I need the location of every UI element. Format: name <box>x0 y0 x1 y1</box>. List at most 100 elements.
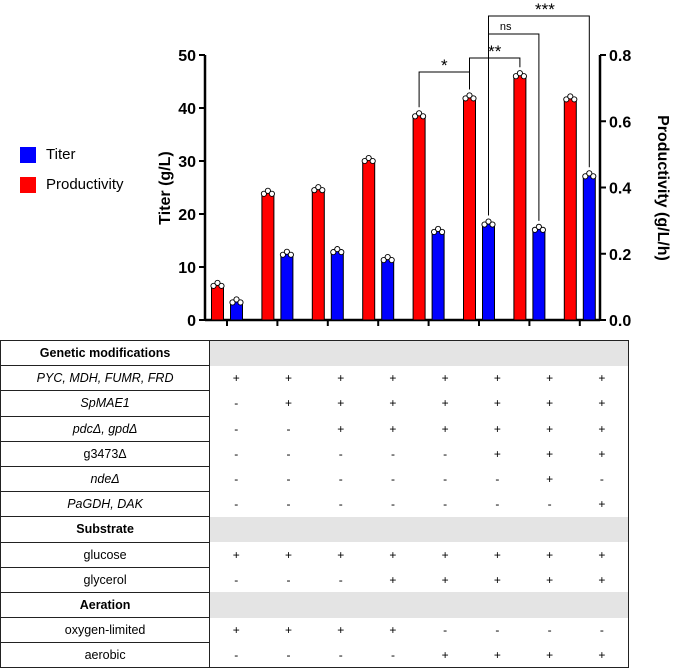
data-point <box>268 190 275 197</box>
table-cell: + <box>337 421 345 436</box>
table-cell: + <box>493 572 501 587</box>
section-fill <box>209 516 629 542</box>
y-tick-label-right: 0.2 <box>609 247 631 264</box>
table-cell: - <box>443 497 448 512</box>
table-cell: + <box>232 623 240 638</box>
table-cell: - <box>286 497 291 512</box>
significance-bracket <box>488 15 590 216</box>
table-cell: - <box>314 642 367 669</box>
data-point <box>539 226 546 233</box>
table-row: aerobic - - - - + + + + <box>0 642 629 669</box>
table-cell: - <box>390 472 395 487</box>
data-point <box>466 92 473 99</box>
bar-titer <box>330 250 344 321</box>
data-point <box>439 228 446 236</box>
data-point <box>531 226 538 233</box>
table-cell: + <box>441 396 449 411</box>
data-point <box>586 170 593 177</box>
bar-titer <box>582 174 596 321</box>
table-cell: + <box>389 572 397 587</box>
table-cell: + <box>232 547 240 562</box>
table-cell: - <box>443 446 448 461</box>
table-cell: + <box>493 396 501 411</box>
table-cell: + <box>493 371 501 386</box>
data-point <box>279 251 286 258</box>
table-cell: - <box>547 623 552 638</box>
y-axis-title-left: Titer (g/L) <box>157 151 174 224</box>
data-point <box>388 256 395 264</box>
y-tick-label-right: 0.8 <box>609 48 631 65</box>
bar-titer <box>381 258 395 321</box>
section-fill <box>209 339 629 366</box>
table-cell: + <box>441 547 449 562</box>
data-point <box>361 157 368 165</box>
row-label: pdcΔ, gpdΔ <box>0 415 211 442</box>
data-point <box>330 249 337 256</box>
table-cell: + <box>284 371 292 386</box>
bar-productivity <box>463 96 476 321</box>
section-fill <box>209 592 629 618</box>
data-point <box>516 70 523 77</box>
bar-productivity <box>362 159 376 321</box>
table-cell: + <box>232 371 240 386</box>
data-point <box>420 113 427 120</box>
section-row: Genetic modifications <box>0 339 629 367</box>
data-point <box>485 218 492 225</box>
table-cell: + <box>337 371 345 386</box>
data-point <box>384 253 391 261</box>
row-label: PaGDH, DAK <box>0 491 211 518</box>
table-cell: + <box>523 642 576 669</box>
data-point <box>489 221 496 228</box>
data-point <box>462 95 469 102</box>
table-cell: - <box>286 472 291 487</box>
table-cell: - <box>234 497 239 512</box>
table-cell: + <box>546 446 554 461</box>
table-cell: - <box>495 472 500 487</box>
table-cell: - <box>390 497 395 512</box>
legend-swatch-titer <box>20 146 36 163</box>
data-point <box>218 282 225 289</box>
table-cell: + <box>441 421 449 436</box>
table-cell: + <box>419 642 472 669</box>
table-cell: + <box>575 542 629 568</box>
bar-titer <box>532 228 546 321</box>
data-point <box>535 223 542 230</box>
significance-label: * <box>441 56 448 75</box>
table-cell: - <box>366 642 420 669</box>
table-row: glycerol - - - + + + + + <box>0 566 629 593</box>
bar-productivity <box>261 192 275 321</box>
data-point <box>416 110 423 117</box>
table-cell: + <box>337 547 345 562</box>
data-point <box>338 249 345 256</box>
bar-titer <box>431 230 445 321</box>
data-point <box>214 279 221 286</box>
section-header: Substrate <box>0 516 211 543</box>
data-point <box>567 93 574 100</box>
table-row: PaGDH, DAK - - - - - - - + <box>0 491 629 518</box>
table-cell: - <box>234 446 239 461</box>
table-cell: - <box>234 421 239 436</box>
y-tick-label-left: 40 <box>178 101 196 118</box>
table-cell: + <box>284 396 292 411</box>
table-cell: + <box>546 547 554 562</box>
section-row: Substrate <box>0 516 629 543</box>
y-axis-title-right: Productivity (g/L/h) <box>654 115 671 261</box>
data-point <box>283 248 290 255</box>
table-cell: - <box>286 572 291 587</box>
table-cell: - <box>286 446 291 461</box>
table-cell: - <box>547 497 552 512</box>
section-header: Genetic modifications <box>0 339 211 367</box>
y-tick-label-left: 50 <box>178 48 196 65</box>
table-cell: + <box>493 547 501 562</box>
y-tick-label-left: 30 <box>178 154 196 171</box>
row-label: glucose <box>0 541 211 568</box>
significance-bracket <box>418 71 470 108</box>
table-cell: + <box>575 491 629 517</box>
bar-productivity <box>412 114 426 321</box>
bar-productivity <box>563 97 577 321</box>
table-row: glucose + + + + + + + + <box>0 541 629 568</box>
data-point <box>431 228 438 236</box>
table-cell: + <box>575 441 629 467</box>
table-cell: - <box>443 472 448 487</box>
